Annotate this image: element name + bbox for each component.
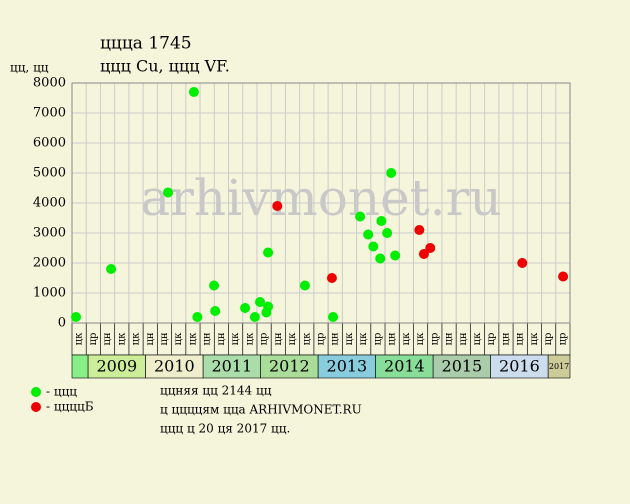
legend-marker [31, 402, 41, 412]
data-point [375, 253, 386, 264]
year-label: 2015 [442, 357, 483, 376]
month-label: цн [145, 332, 156, 345]
data-point [376, 216, 387, 226]
data-point [382, 228, 393, 238]
year-label: 2010 [154, 357, 195, 376]
month-label: цр [88, 333, 99, 346]
month-label: цн [500, 332, 511, 345]
y-tick-label: 3000 [33, 226, 66, 241]
year-band [71, 354, 89, 379]
data-point [299, 280, 310, 291]
data-point [255, 297, 266, 307]
month-label: цк [344, 332, 355, 345]
data-point [418, 249, 429, 259]
month-label: цн [387, 332, 398, 345]
month-label: цр [316, 333, 327, 346]
data-point [386, 168, 397, 178]
month-label: цк [401, 332, 412, 345]
year-label: 2013 [327, 357, 368, 376]
y-tick-label: 8000 [33, 76, 66, 91]
year-label: 2011 [212, 357, 253, 376]
data-point [363, 229, 374, 240]
data-point [263, 247, 274, 258]
data-point [210, 306, 221, 316]
legend-label: - ццццБ [46, 400, 94, 414]
data-point [263, 301, 274, 312]
month-label: цн [216, 332, 227, 345]
data-point [163, 187, 174, 198]
year-label: 2012 [269, 357, 310, 376]
month-label: цн [458, 332, 469, 345]
y-tick-label: 0 [58, 316, 66, 331]
chart-title: ццца 1745 [100, 34, 192, 54]
month-label: цн [102, 332, 113, 345]
data-point [414, 225, 425, 235]
month-label: цк [472, 332, 483, 345]
month-label: цр [429, 333, 440, 346]
month-label: цк [358, 332, 369, 345]
month-label: цк [529, 332, 540, 345]
y-tick-label: 4000 [33, 196, 66, 211]
data-point [240, 303, 251, 313]
note: ц ццццям цца ARHIVMONET.RU [160, 403, 362, 417]
month-label: цн [515, 332, 526, 345]
month-label: цк [173, 332, 184, 345]
y-tick-label: 5000 [33, 166, 66, 181]
data-point [368, 241, 379, 252]
data-point [106, 264, 117, 274]
plot-frame [71, 82, 571, 324]
month-label: цн [330, 332, 341, 345]
note: ццц ц 20 ця 2017 цц. [160, 422, 290, 436]
month-label: цк [287, 332, 298, 345]
month-label: цн [202, 332, 213, 345]
y-tick-label: 7000 [33, 106, 66, 121]
month-label: цк [301, 332, 312, 345]
note: ццняя цц 2144 цц [160, 384, 272, 398]
year-band [547, 354, 571, 379]
y-tick-label: 1000 [33, 286, 66, 301]
y-tick-label: 2000 [33, 256, 66, 271]
month-label: цр [486, 333, 497, 346]
year-label: 2016 [499, 357, 540, 376]
data-point [328, 312, 339, 322]
data-point [192, 312, 203, 322]
data-point [326, 273, 337, 283]
month-label: цк [187, 332, 198, 345]
data-point [425, 243, 436, 253]
month-label: цк [244, 332, 255, 345]
data-point [71, 312, 82, 322]
data-point [355, 211, 366, 222]
data-point [517, 258, 528, 268]
data-point [390, 250, 401, 261]
month-label: цр [372, 333, 383, 346]
month-label: цк [116, 332, 127, 345]
month-label: цр [259, 333, 270, 346]
year-label: 2014 [384, 357, 425, 376]
month-label: цр [543, 333, 554, 346]
y-axis-label: цц, цц [10, 61, 49, 75]
month-label: цк [74, 332, 85, 345]
year-label: 2017 [549, 362, 569, 371]
data-point [558, 271, 569, 282]
legend-label: - ццц [46, 385, 77, 399]
data-point [188, 87, 199, 97]
month-label: цн [273, 332, 284, 345]
data-point [272, 201, 283, 211]
data-point [249, 312, 260, 322]
year-label: 2009 [96, 357, 137, 376]
month-label: цк [415, 332, 426, 345]
month-label: цк [230, 332, 241, 345]
month-label: цн [159, 332, 170, 345]
month-label: цк [131, 332, 142, 345]
month-label: цн [444, 332, 455, 345]
month-label: цр [557, 333, 568, 346]
y-tick-label: 6000 [33, 136, 66, 151]
data-point [209, 280, 220, 291]
chart-subtitle: ццц Cu, ццц VF. [100, 57, 230, 76]
watermark: arhivmonet.ru [140, 169, 502, 227]
legend-marker [31, 387, 41, 397]
